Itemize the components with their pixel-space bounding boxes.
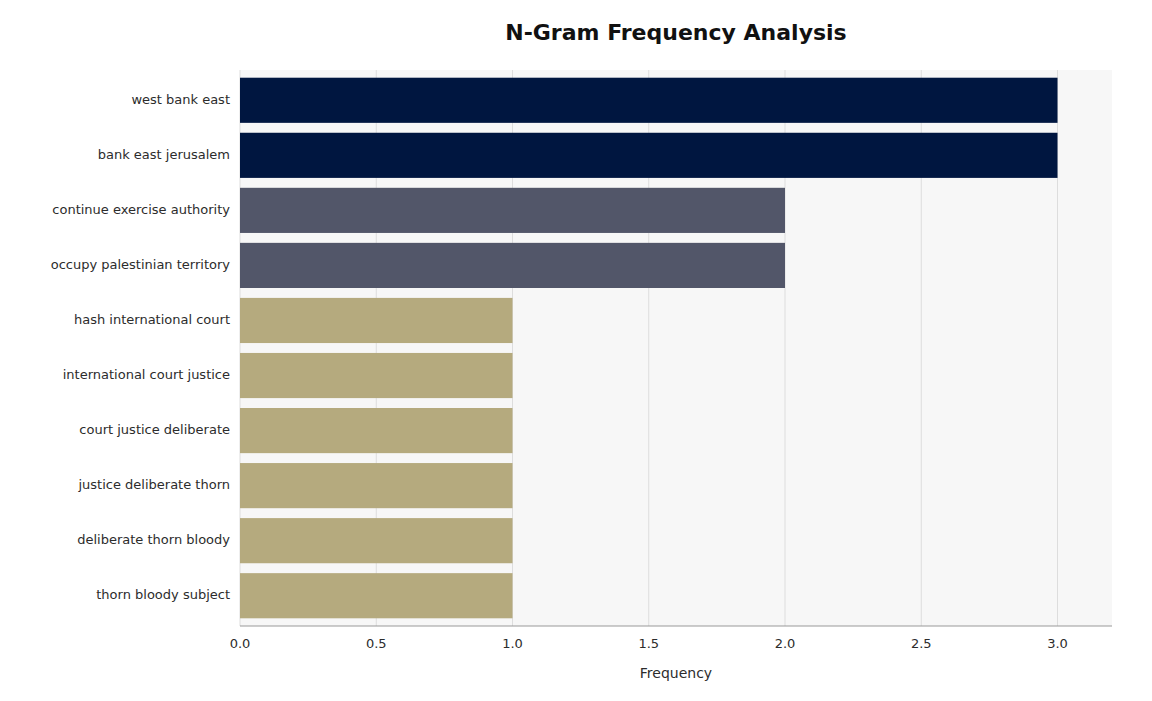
x-tick-label: 0.5 bbox=[366, 636, 387, 651]
bar bbox=[240, 188, 785, 233]
x-tick-label: 1.5 bbox=[638, 636, 659, 651]
bar bbox=[240, 353, 513, 398]
x-ticks: 0.0 0.5 1.0 1.5 2.0 2.5 3.0 bbox=[230, 636, 1068, 651]
y-tick-label: occupy palestinian territory bbox=[51, 257, 231, 272]
bars bbox=[240, 78, 1058, 619]
x-axis-line bbox=[240, 626, 1112, 627]
x-tick-label: 3.0 bbox=[1047, 636, 1068, 651]
bar bbox=[240, 573, 513, 618]
x-tick-label: 1.0 bbox=[502, 636, 523, 651]
y-tick-label: international court justice bbox=[63, 367, 230, 382]
bar bbox=[240, 463, 513, 508]
chart: 0.0 0.5 1.0 1.5 2.0 2.5 3.0 thorn bloody subjec… bbox=[0, 0, 1152, 701]
y-tick-label: justice deliberate thorn bbox=[77, 477, 230, 492]
title: N-Gram Frequency Analysis bbox=[505, 20, 846, 45]
x-tick-label: 2.0 bbox=[775, 636, 796, 651]
y-tick-label: west bank east bbox=[131, 92, 230, 107]
y-tick-label: continue exercise authority bbox=[52, 202, 230, 217]
x-tick-label: 0.0 bbox=[230, 636, 251, 651]
bar bbox=[240, 298, 513, 343]
y-tick-label: hash international court bbox=[74, 312, 230, 327]
plot-background bbox=[240, 70, 1112, 626]
bar bbox=[240, 78, 1058, 123]
bar bbox=[240, 518, 513, 563]
x-axis-label: Frequency bbox=[640, 665, 712, 681]
bar bbox=[240, 243, 785, 288]
grid bbox=[240, 70, 1058, 626]
bar bbox=[240, 133, 1058, 178]
bar bbox=[240, 408, 513, 453]
y-tick-label: court justice deliberate bbox=[79, 422, 230, 437]
x-tick-label: 2.5 bbox=[911, 636, 932, 651]
y-tick-label: thorn bloody subject bbox=[96, 587, 230, 602]
y-ticks: thorn bloody subject deliberate thorn blo… bbox=[51, 92, 231, 602]
y-tick-label: deliberate thorn bloody bbox=[77, 532, 230, 547]
y-tick-label: bank east jerusalem bbox=[98, 147, 230, 162]
